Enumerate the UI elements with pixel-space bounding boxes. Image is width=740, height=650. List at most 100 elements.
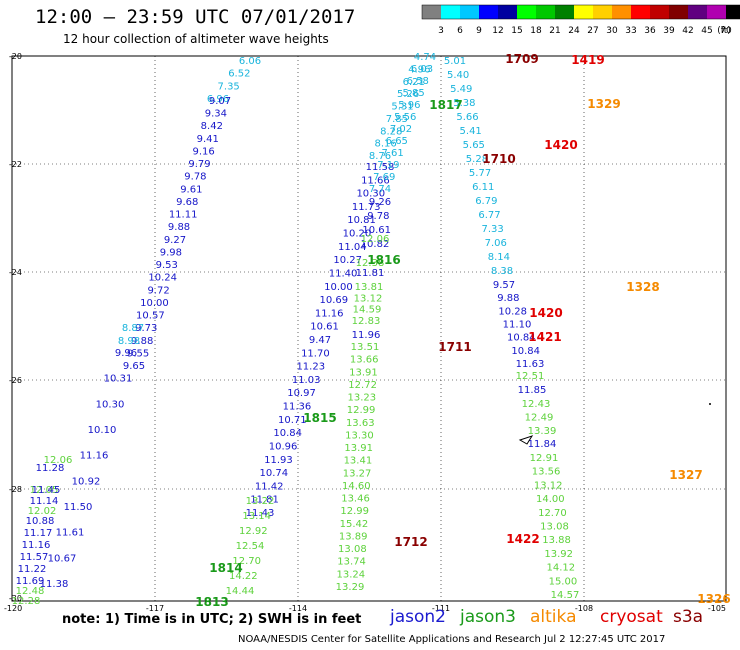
scale-label: 33 <box>625 26 636 36</box>
scale-label: 6 <box>457 26 463 36</box>
wave-height-value: 6.06 <box>239 56 261 67</box>
wave-height-value: 9.26 <box>369 197 391 208</box>
landmass-outline <box>518 435 534 445</box>
scale-label: 24 <box>568 26 580 36</box>
wave-height-value: 10.24 <box>148 273 177 284</box>
wave-height-value: 9.68 <box>176 197 198 208</box>
wave-height-value: 11.11 <box>169 210 198 221</box>
wave-height-value: 10.30 <box>96 399 125 410</box>
wave-height-value: 12.54 <box>236 541 265 552</box>
legend-altika: altika <box>530 607 577 627</box>
wave-height-value: 11.23 <box>296 362 325 373</box>
wave-height-value: 12.28 <box>12 596 41 607</box>
scale-label: 3 <box>438 26 444 36</box>
wave-height-value: 13.12 <box>354 293 383 304</box>
wave-height-value: 14.12 <box>546 563 575 574</box>
wave-height-value: 10.27 <box>333 255 362 266</box>
wave-height-value: 10.81 <box>347 215 376 226</box>
wave-height-value: 10.57 <box>136 311 165 322</box>
wave-height-value: 6.77 <box>478 210 500 221</box>
wave-height-value: 6.52 <box>228 69 250 80</box>
wave-height-value: 12.72 <box>348 380 377 391</box>
wave-height-value: 9.47 <box>309 335 331 346</box>
wave-height-value: 6.79 <box>475 196 497 207</box>
wave-height-value: 9.53 <box>156 260 178 271</box>
wave-height-value: 8.42 <box>201 121 223 132</box>
lon-tick-label: -117 <box>146 604 164 613</box>
lat-tick-label: -26 <box>9 376 22 385</box>
lat-tick-label: -20 <box>9 52 22 61</box>
scale-label: 70 <box>720 26 732 36</box>
scale-swatch <box>498 5 517 19</box>
units-note: note: 1) Time is in UTC; 2) SWH is in fe… <box>62 612 362 627</box>
wave-height-value: 11.70 <box>301 348 330 359</box>
wave-height-value: 13.29 <box>336 582 365 593</box>
wave-height-value: 4.74 <box>414 52 436 63</box>
wave-height-value: 7.35 <box>218 81 240 92</box>
wave-height-value: 5.40 <box>447 70 469 81</box>
wave-height-value: 7.33 <box>481 224 503 235</box>
wave-height-value: 5.85 <box>402 88 424 99</box>
map-subtitle: 12 hour collection of altimeter wave hei… <box>63 32 329 46</box>
wave-height-value: 7.02 <box>390 124 412 135</box>
orbit-number-label: 1421 <box>528 330 561 344</box>
orbit-number-label: 1815 <box>303 411 336 425</box>
wave-height-value: 12.48 <box>16 586 45 597</box>
orbit-number-label: 1420 <box>544 138 577 152</box>
orbit-number-label: 1814 <box>209 561 242 575</box>
orbit-number-label: 1419 <box>571 53 604 67</box>
scale-swatch <box>612 5 631 19</box>
wave-height-value: 11.16 <box>315 308 344 319</box>
wave-height-value: 9.27 <box>164 235 186 246</box>
wave-height-value: 5.66 <box>456 112 478 123</box>
map-title: 12:00 — 23:59 UTC 07/01/2017 <box>35 6 356 28</box>
wave-height-value: 13.91 <box>349 367 378 378</box>
scale-swatch <box>650 5 669 19</box>
wave-height-value: 10.92 <box>72 476 101 487</box>
wave-height-value: 11.14 <box>30 496 59 507</box>
wave-height-value: 11.43 <box>246 508 275 519</box>
wave-height-value: 11.96 <box>352 330 381 341</box>
lon-tick-label: -111 <box>432 604 450 613</box>
wave-height-value: 12.99 <box>347 405 376 416</box>
wave-height-value: 11.16 <box>22 540 51 551</box>
scale-swatch <box>688 5 707 19</box>
lat-tick-label: -30 <box>9 594 22 603</box>
scale-swatch <box>707 5 726 19</box>
wave-height-value: 13.12 <box>534 480 563 491</box>
wave-height-value: 11.28 <box>36 463 65 474</box>
scale-swatch <box>631 5 650 19</box>
wave-height-value: 5.01 <box>444 56 466 67</box>
scale-label: 18 <box>530 26 542 36</box>
wave-height-value: 14.22 <box>229 571 258 582</box>
wave-height-value: 6.11 <box>472 182 494 193</box>
wave-height-value: 7.85 <box>386 114 408 125</box>
wave-height-value: 13.91 <box>344 443 373 454</box>
wave-height-value: 5.77 <box>469 168 491 179</box>
wave-height-value: 12.06 <box>361 234 390 245</box>
wave-height-value: 10.61 <box>310 322 339 333</box>
wave-height-value: 6.03 <box>411 64 433 75</box>
wave-height-value: 9.16 <box>192 146 214 157</box>
wave-height-value: 10.67 <box>48 553 77 564</box>
wave-height-value: 12.02 <box>28 506 57 517</box>
wave-height-value: 10.30 <box>356 189 385 200</box>
wave-height-value: 8.98 <box>118 336 140 347</box>
lon-tick-label: -108 <box>575 604 593 613</box>
wave-height-value: 13.41 <box>344 456 373 467</box>
scale-label: 21 <box>549 26 560 36</box>
orbit-number-label: 1712 <box>394 535 427 549</box>
orbit-number-label: 1709 <box>505 52 538 66</box>
scale-swatch <box>536 5 555 19</box>
wave-height-value: 11.81 <box>250 495 279 506</box>
color-scale-legend: 3 6 9 12 15 18 21 24 27 30 33 36 39 42 45 70(ft) <box>421 4 740 36</box>
wave-height-value: 11.58 <box>366 162 395 173</box>
wave-height-value: 10.84 <box>511 346 540 357</box>
wave-height-value: 11.69 <box>16 576 45 587</box>
wave-height-value: 11.81 <box>356 268 385 279</box>
orbit-number-label: 1420 <box>529 306 562 320</box>
wave-height-value: 10.00 <box>140 298 169 309</box>
wave-height-value: 10.84 <box>273 428 302 439</box>
wave-height-value: 11.66 <box>361 175 390 186</box>
wave-height-value: 9.57 <box>493 280 515 291</box>
